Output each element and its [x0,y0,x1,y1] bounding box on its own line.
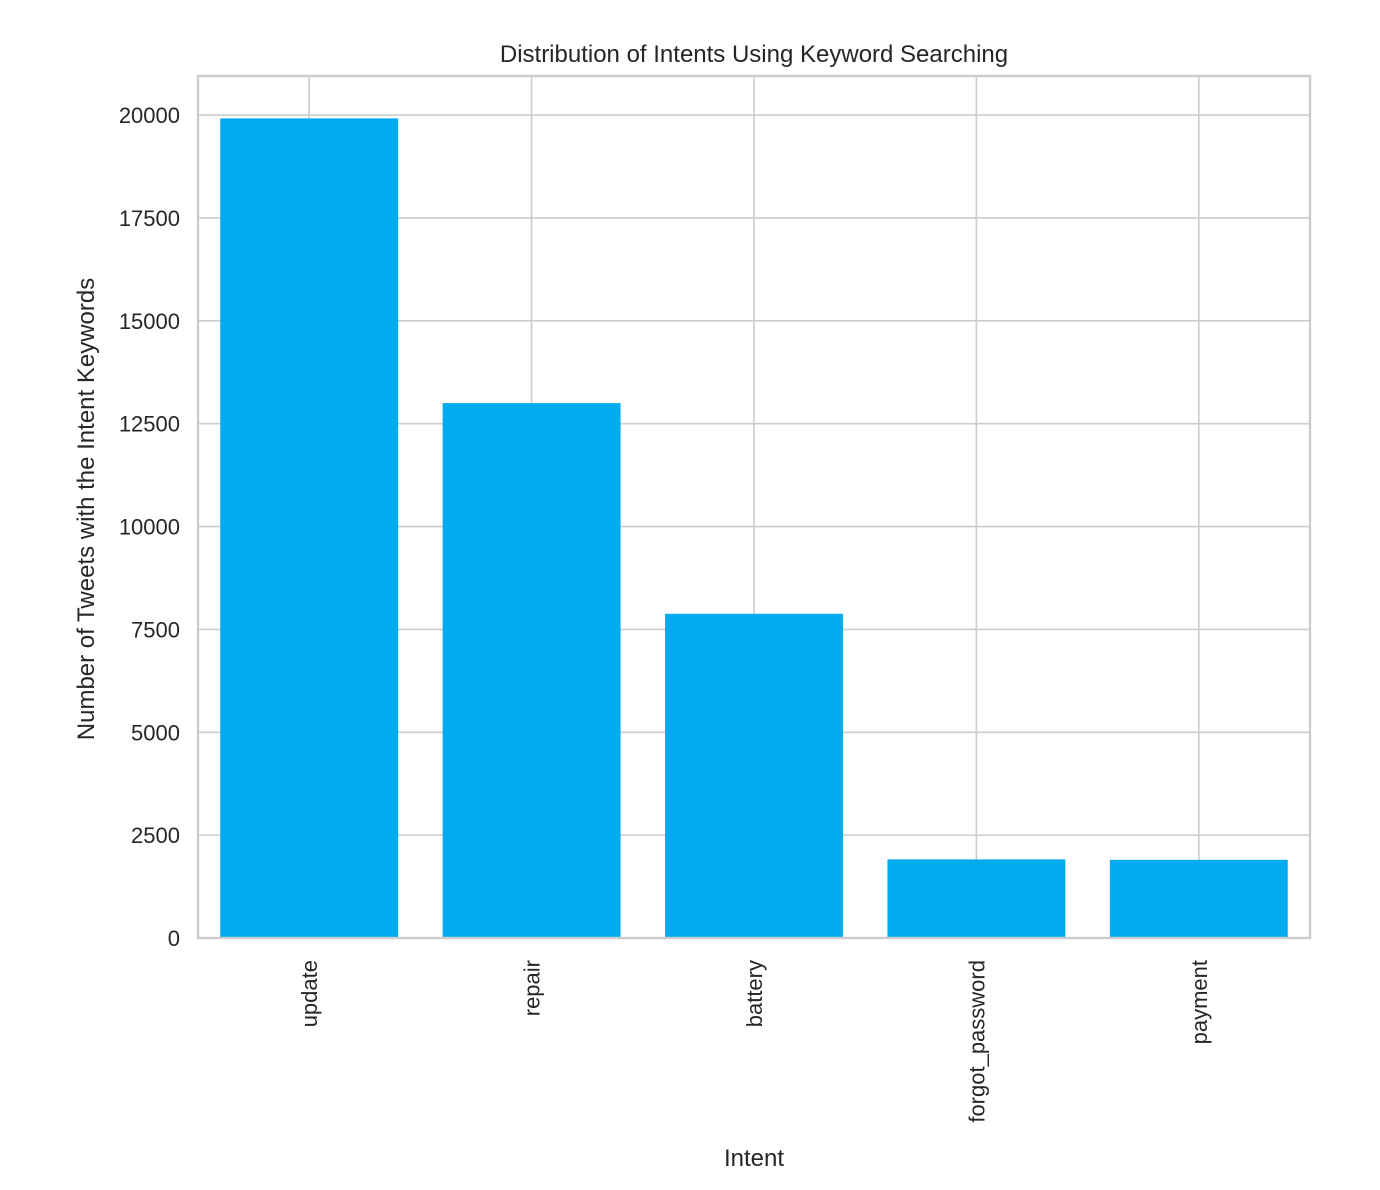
chart-title: Distribution of Intents Using Keyword Se… [500,41,1008,68]
bar-payment [1109,859,1288,938]
y-tick-label: 10000 [119,515,180,540]
y-tick-label: 5000 [131,720,180,745]
y-axis-label: Number of Tweets with the Intent Keyword… [73,278,100,740]
x-tick-label: payment [1187,960,1212,1044]
bar-battery [665,613,843,938]
x-tick-label: battery [742,960,767,1027]
y-axis-ticks: 0 2500 5000 7500 10000 12500 15000 17500 20000 [119,103,180,951]
x-tick-label: update [297,960,322,1027]
y-tick-label: 20000 [119,103,180,128]
y-tick-label: 15000 [119,309,180,334]
plot-frame [196,74,1312,940]
y-tick-label: 2500 [131,823,180,848]
bar-update [220,118,399,939]
y-tick-label: 17500 [119,206,180,231]
x-axis-ticks: update repair battery forgot_password paymen… [297,960,1212,1123]
x-tick-label: repair [520,960,545,1016]
bar-forgot_password [887,859,1066,938]
x-tick-label: forgot_password [964,960,989,1123]
y-tick-label: 12500 [119,412,180,437]
bar-repair [442,403,621,938]
y-tick-label: 0 [168,926,180,951]
x-axis-label: Intent [724,1145,784,1172]
bars [220,118,1288,939]
y-tick-label: 7500 [131,617,180,642]
